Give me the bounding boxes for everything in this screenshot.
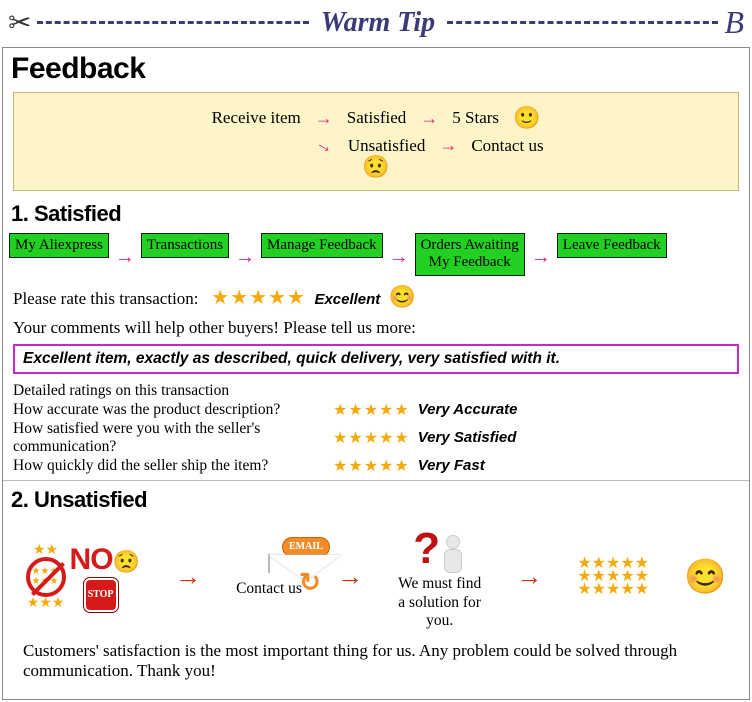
stars-icon: ★★★★★	[211, 287, 306, 309]
arrow-icon: →	[389, 240, 409, 269]
step-1: My Aliexpress	[9, 233, 109, 258]
contact-cell: EMAIL ↻ Contact us	[236, 555, 302, 598]
no-label: NO	[70, 543, 113, 576]
rate-tag: Excellent	[314, 291, 380, 308]
unsatisfied-block: ★★ ★★★★★★ ★★★ NO😟 STOP → EMAIL ↻ Contact…	[3, 517, 749, 700]
email-tag: EMAIL	[282, 537, 330, 557]
nav-steps: My Aliexpress → Transactions → Manage Fe…	[3, 231, 749, 278]
arrow-icon: →	[315, 108, 333, 129]
main-box: Feedback Receive item → Satisfied → 5 St…	[2, 47, 750, 700]
flow-satisfied: Satisfied	[347, 108, 407, 128]
flow-unsatisfied: Unsatisfied	[348, 136, 425, 156]
a2: Very Satisfied	[418, 429, 517, 446]
step-3: Manage Feedback	[261, 233, 383, 258]
detail-heading: Detailed ratings on this transaction	[13, 382, 739, 400]
detailed-ratings: Detailed ratings on this transaction How…	[3, 378, 749, 480]
needle-icon: B	[724, 4, 744, 41]
arrow-icon: →	[235, 240, 255, 269]
section2-heading: 2. Unsatisfied	[3, 483, 749, 517]
arrow-icon: →	[439, 135, 457, 156]
comment-box: Excellent item, exactly as described, qu…	[13, 344, 739, 374]
ban-icon: ★★★★★★	[26, 557, 66, 597]
star-stack-icon: ★★ ★★★★★★ ★★★	[26, 544, 66, 610]
stars-icon: ★★★★★	[333, 400, 410, 420]
footer-note: Customers' satisfaction is the most impo…	[11, 631, 741, 689]
arrow-icon: →	[516, 561, 542, 592]
dash-left	[37, 21, 308, 24]
q3: How quickly did the seller ship the item…	[13, 457, 333, 475]
arrow-icon: →	[115, 240, 135, 269]
no-stars-cell: ★★ ★★★★★★ ★★★ NO😟 STOP	[26, 542, 140, 612]
rate-row: Please rate this transaction: ★★★★★ Exce…	[3, 278, 749, 316]
section1-heading: 1. Satisfied	[3, 197, 749, 231]
stars-icon: ★★★★★	[333, 456, 410, 476]
stop-icon: STOP	[84, 578, 118, 612]
arrow-icon: →	[420, 108, 438, 129]
arrow-icon: →	[175, 561, 201, 592]
step-4: Orders Awaiting My Feedback	[415, 233, 525, 276]
solution-text: We must find a solution for you.	[398, 575, 481, 631]
step-2: Transactions	[141, 233, 229, 258]
person-icon	[440, 535, 466, 575]
q1: How accurate was the product description…	[13, 401, 333, 419]
a3: Very Fast	[418, 457, 485, 474]
warm-tip-label: Warm Tip	[315, 7, 441, 39]
contact-label: Contact us	[236, 580, 302, 599]
flow-5stars: 5 Stars	[452, 108, 499, 128]
rate-label: Please rate this transaction:	[13, 289, 199, 308]
five-star-stack-icon: ★★★★★ ★★★★★ ★★★★★	[577, 557, 649, 596]
flow-box: Receive item → Satisfied → 5 Stars 🙂 Rec…	[13, 92, 739, 191]
arrow-icon: →	[531, 240, 551, 269]
a1: Very Accurate	[418, 401, 518, 418]
feedback-title: Feedback	[3, 48, 749, 90]
worried-icon: 😟	[113, 549, 140, 574]
smile-icon: 🙂	[513, 105, 540, 131]
warm-tip-header: ✂ Warm Tip B	[0, 0, 752, 45]
arrow-down-icon: →	[312, 132, 338, 159]
flow-receive: Receive item	[212, 108, 301, 128]
worried-icon: 😟	[22, 154, 730, 180]
flow-contact: Contact us	[471, 136, 543, 156]
five-stars-cell: ★★★★★ ★★★★★ ★★★★★	[577, 557, 649, 596]
solution-cell: ? We must find a solution for you.	[398, 523, 481, 632]
smile-icon: 😊	[389, 284, 416, 309]
stars-icon: ★★★★★	[333, 428, 410, 448]
dash-right	[447, 21, 718, 24]
scissors-icon: ✂	[8, 6, 31, 39]
question-icon: ?	[413, 523, 440, 576]
step-5: Leave Feedback	[557, 233, 667, 258]
comment-help: Your comments will help other buyers! Pl…	[3, 316, 749, 340]
envelope-icon: EMAIL ↻	[268, 555, 270, 574]
big-smile-icon: 😊	[684, 557, 726, 597]
q2: How satisfied were you with the seller's…	[13, 420, 333, 456]
